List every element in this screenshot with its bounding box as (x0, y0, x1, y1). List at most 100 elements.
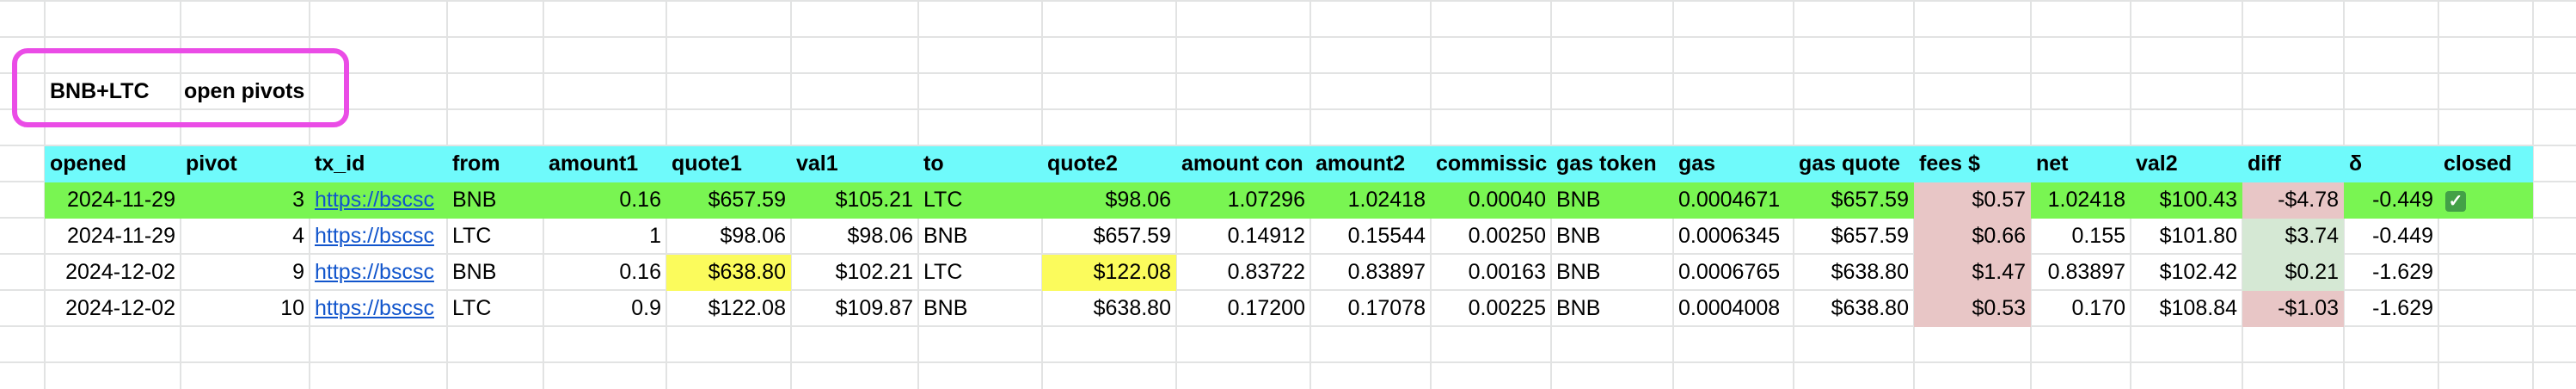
cell-net[interactable]: 0.155 (2071, 224, 2125, 248)
cell-quote2[interactable]: $657.59 (1093, 224, 1171, 248)
cell-quote1[interactable]: $638.80 (666, 255, 791, 291)
cell-val1[interactable]: $105.21 (791, 182, 918, 219)
cell-amount2[interactable]: 0.15544 (1347, 224, 1426, 248)
cell-fees[interactable]: $0.57 (1914, 182, 2031, 219)
cell-pivot[interactable]: 4 (292, 224, 304, 248)
cell-diff[interactable]: -$1.03 (2242, 291, 2344, 327)
column-header-amount-con[interactable]: amount con (1176, 146, 1310, 182)
cell-gas-quote[interactable]: $638.80 (1831, 296, 1909, 320)
cell-closed[interactable] (2438, 219, 2533, 255)
column-header-opened[interactable]: opened (45, 146, 181, 182)
column-header-gas-quote[interactable]: gas quote (1794, 146, 1914, 182)
cell-tx-id[interactable]: https://bscsc (315, 224, 434, 248)
cell-delta[interactable]: -1.629 (2372, 260, 2433, 284)
cell-fees[interactable]: $0.53 (1914, 291, 2031, 327)
cell-opened[interactable]: 2024-11-29 (45, 182, 181, 219)
cell-delta[interactable]: -0.449 (2372, 224, 2433, 248)
cell-to[interactable]: BNB (923, 224, 968, 248)
column-header-to[interactable]: to (918, 146, 1042, 182)
column-header-val1[interactable]: val1 (791, 146, 918, 182)
cell-from[interactable]: BNB (447, 182, 543, 219)
column-header-val2[interactable]: val2 (2131, 146, 2242, 182)
cell-gas-quote[interactable]: $657.59 (1794, 182, 1914, 219)
cell-quote2[interactable]: $98.06 (1042, 182, 1176, 219)
cell-closed[interactable]: ✓ (2438, 182, 2533, 219)
cell-commission[interactable]: 0.00250 (1468, 224, 1546, 248)
column-header-quote1[interactable]: quote1 (666, 146, 791, 182)
cell-gas[interactable]: 0.0006345 (1678, 224, 1781, 248)
cell-delta[interactable]: -0.449 (2344, 182, 2438, 219)
cell-closed[interactable] (2438, 255, 2533, 291)
cell-amount-con[interactable]: 0.17200 (1227, 296, 1305, 320)
cell-net[interactable]: 0.170 (2071, 296, 2125, 320)
cell-quote2[interactable]: $122.08 (1042, 255, 1176, 291)
cell-amount2[interactable]: 0.17078 (1347, 296, 1426, 320)
cell-quote1[interactable]: $122.08 (708, 296, 786, 320)
column-header-pivot[interactable]: pivot (181, 146, 310, 182)
open-pivots-label-cell[interactable]: open pivots (184, 79, 305, 103)
cell-gas-token[interactable]: BNB (1556, 296, 1601, 320)
cell-pivot[interactable]: 3 (181, 182, 310, 219)
column-header-delta[interactable]: δ (2344, 146, 2438, 182)
cell-val2[interactable]: $101.80 (2159, 224, 2237, 248)
cell-pivot[interactable]: 10 (280, 296, 304, 320)
column-header-amount1[interactable]: amount1 (543, 146, 666, 182)
cell-from[interactable]: BNB (452, 260, 497, 284)
cell-quote1[interactable]: $657.59 (666, 182, 791, 219)
cell-pivot[interactable]: 9 (292, 260, 304, 284)
cell-gas[interactable]: 0.0004671 (1673, 182, 1794, 219)
cell-amount-con[interactable]: 1.07296 (1176, 182, 1310, 219)
cell-to[interactable]: LTC (923, 260, 963, 284)
column-header-commission[interactable]: commissic (1431, 146, 1551, 182)
cell-fees[interactable]: $0.66 (1914, 219, 2031, 255)
cell-diff[interactable]: $3.74 (2242, 219, 2344, 255)
cell-from[interactable]: LTC (452, 296, 492, 320)
cell-amount1[interactable]: 0.9 (631, 296, 661, 320)
cell-gas-quote[interactable]: $638.80 (1831, 260, 1909, 284)
column-header-net[interactable]: net (2031, 146, 2131, 182)
cell-to[interactable]: LTC (918, 182, 1042, 219)
cell-amount-con[interactable]: 0.14912 (1227, 224, 1305, 248)
cell-to[interactable]: BNB (923, 296, 968, 320)
column-header-tx-id[interactable]: tx_id (310, 146, 447, 182)
cell-tx-id[interactable]: https://bscsc (315, 296, 434, 320)
cell-gas-quote[interactable]: $657.59 (1831, 224, 1909, 248)
cell-delta[interactable]: -1.629 (2372, 296, 2433, 320)
column-header-amount2[interactable]: amount2 (1310, 146, 1431, 182)
cell-from[interactable]: LTC (452, 224, 492, 248)
cell-gas-token[interactable]: BNB (1551, 182, 1673, 219)
cell-opened[interactable]: 2024-12-02 (65, 296, 175, 320)
cell-opened[interactable]: 2024-12-02 (65, 260, 175, 284)
column-header-diff[interactable]: diff (2242, 146, 2344, 182)
cell-amount-con[interactable]: 0.83722 (1227, 260, 1305, 284)
column-header-gas[interactable]: gas (1673, 146, 1794, 182)
column-header-fees[interactable]: fees $ (1914, 146, 2031, 182)
cell-fees[interactable]: $1.47 (1914, 255, 2031, 291)
cell-amount1[interactable]: 1 (649, 224, 661, 248)
cell-commission[interactable]: 0.00225 (1468, 296, 1546, 320)
column-header-from[interactable]: from (447, 146, 543, 182)
pair-label-cell[interactable]: BNB+LTC (50, 79, 150, 103)
column-header-gas-token[interactable]: gas token (1551, 146, 1673, 182)
column-header-closed[interactable]: closed (2438, 146, 2533, 182)
cell-amount2[interactable]: 1.02418 (1310, 182, 1431, 219)
cell-quote1[interactable]: $98.06 (720, 224, 786, 248)
cell-diff[interactable]: -$4.78 (2242, 182, 2344, 219)
cell-gas-token[interactable]: BNB (1556, 260, 1601, 284)
cell-quote2[interactable]: $638.80 (1093, 296, 1171, 320)
cell-val1[interactable]: $102.21 (835, 260, 913, 284)
cell-val2[interactable]: $108.84 (2159, 296, 2237, 320)
cell-commission[interactable]: 0.00163 (1468, 260, 1546, 284)
cell-val1[interactable]: $98.06 (847, 224, 913, 248)
cell-amount1[interactable]: 0.16 (619, 260, 661, 284)
cell-tx-id[interactable]: https://bscsc (310, 182, 447, 219)
cell-val1[interactable]: $109.87 (835, 296, 913, 320)
column-header-quote2[interactable]: quote2 (1042, 146, 1176, 182)
cell-val2[interactable]: $100.43 (2131, 182, 2242, 219)
cell-net[interactable]: 1.02418 (2031, 182, 2131, 219)
cell-amount1[interactable]: 0.16 (543, 182, 666, 219)
cell-tx-id[interactable]: https://bscsc (315, 260, 434, 284)
cell-amount2[interactable]: 0.83897 (1347, 260, 1426, 284)
cell-gas[interactable]: 0.0006765 (1678, 260, 1781, 284)
